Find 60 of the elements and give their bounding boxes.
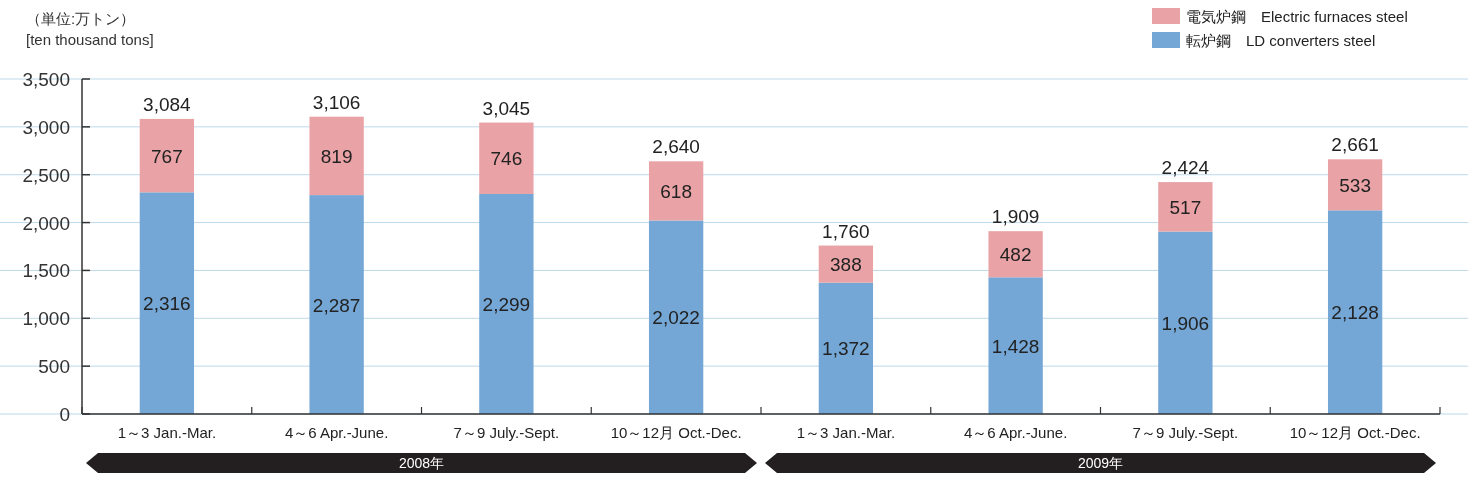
data-label: 2,022 xyxy=(652,307,700,329)
data-label: 482 xyxy=(999,244,1032,266)
y-tick-label: 1,000 xyxy=(22,308,70,330)
data-label: 1,428 xyxy=(991,335,1040,357)
data-label: 618 xyxy=(660,180,692,202)
x-tick-label: 10～12月 Oct.-Dec. xyxy=(1289,424,1421,441)
bar xyxy=(309,195,364,414)
bar xyxy=(139,192,195,414)
bar xyxy=(648,220,704,414)
x-tick-label: 1～3 Jan.-Mar. xyxy=(117,424,217,441)
total-label: 3,106 xyxy=(312,91,361,113)
data-label: 1,906 xyxy=(1161,312,1210,334)
total-label: 1,909 xyxy=(991,206,1040,228)
legend-label: 転炉鋼 LD converters steel xyxy=(1186,32,1376,49)
bar xyxy=(1327,159,1383,211)
bar xyxy=(988,231,1043,278)
bar xyxy=(1158,182,1213,232)
total-label: 3,045 xyxy=(482,97,531,119)
y-tick-label: 2,500 xyxy=(22,164,70,186)
y-tick-label: 1,500 xyxy=(22,260,70,282)
y-tick-label: 500 xyxy=(38,356,70,378)
y-tick-label: 0 xyxy=(59,404,70,425)
total-label: 2,424 xyxy=(1161,157,1210,179)
y-tick-label: 3,000 xyxy=(22,116,70,138)
data-label: 2,128 xyxy=(1331,302,1379,324)
total-label: 1,760 xyxy=(822,220,870,242)
legend-label: 電気炉鋼 Electric furnaces steel xyxy=(1186,8,1408,25)
data-label: 767 xyxy=(151,145,183,167)
x-tick-label: 1～3 Jan.-Mar. xyxy=(796,424,896,441)
x-tick-label: 7～9 July.-Sept. xyxy=(453,424,560,441)
bar xyxy=(1327,210,1383,414)
bar xyxy=(988,277,1043,414)
bar xyxy=(648,161,704,221)
data-label: 533 xyxy=(1339,174,1371,196)
total-label: 2,661 xyxy=(1331,134,1379,156)
total-label: 3,084 xyxy=(143,93,192,115)
data-label: 746 xyxy=(490,148,523,170)
bar xyxy=(1158,231,1213,414)
data-label: 388 xyxy=(830,254,862,276)
x-tick-label: 4～6 Apr.-June. xyxy=(963,424,1068,441)
data-label: 2,299 xyxy=(482,293,531,315)
bar xyxy=(139,118,195,193)
data-label: 1,372 xyxy=(822,338,870,360)
bar xyxy=(479,122,534,194)
text: 2009年 xyxy=(1077,455,1124,471)
y-tick-label: 3,500 xyxy=(22,69,70,90)
total-label: 2,640 xyxy=(652,136,700,158)
bar xyxy=(309,116,364,196)
y-tick-label: 2,000 xyxy=(22,212,70,234)
bar xyxy=(479,193,534,414)
data-label: 819 xyxy=(320,145,353,167)
y-axis-title: （単位:万トン） [ten thousand tons] xyxy=(26,10,154,48)
x-tick-label: 7～9 July.-Sept. xyxy=(1132,424,1239,441)
data-label: 2,287 xyxy=(312,294,361,316)
bar xyxy=(818,282,874,414)
text: 2008年 xyxy=(398,455,445,471)
data-label: 2,316 xyxy=(143,293,191,315)
x-tick-label: 4～6 Apr.-June. xyxy=(284,424,389,441)
data-label: 517 xyxy=(1169,196,1202,218)
x-tick-label: 10～12月 Oct.-Dec. xyxy=(610,424,742,441)
